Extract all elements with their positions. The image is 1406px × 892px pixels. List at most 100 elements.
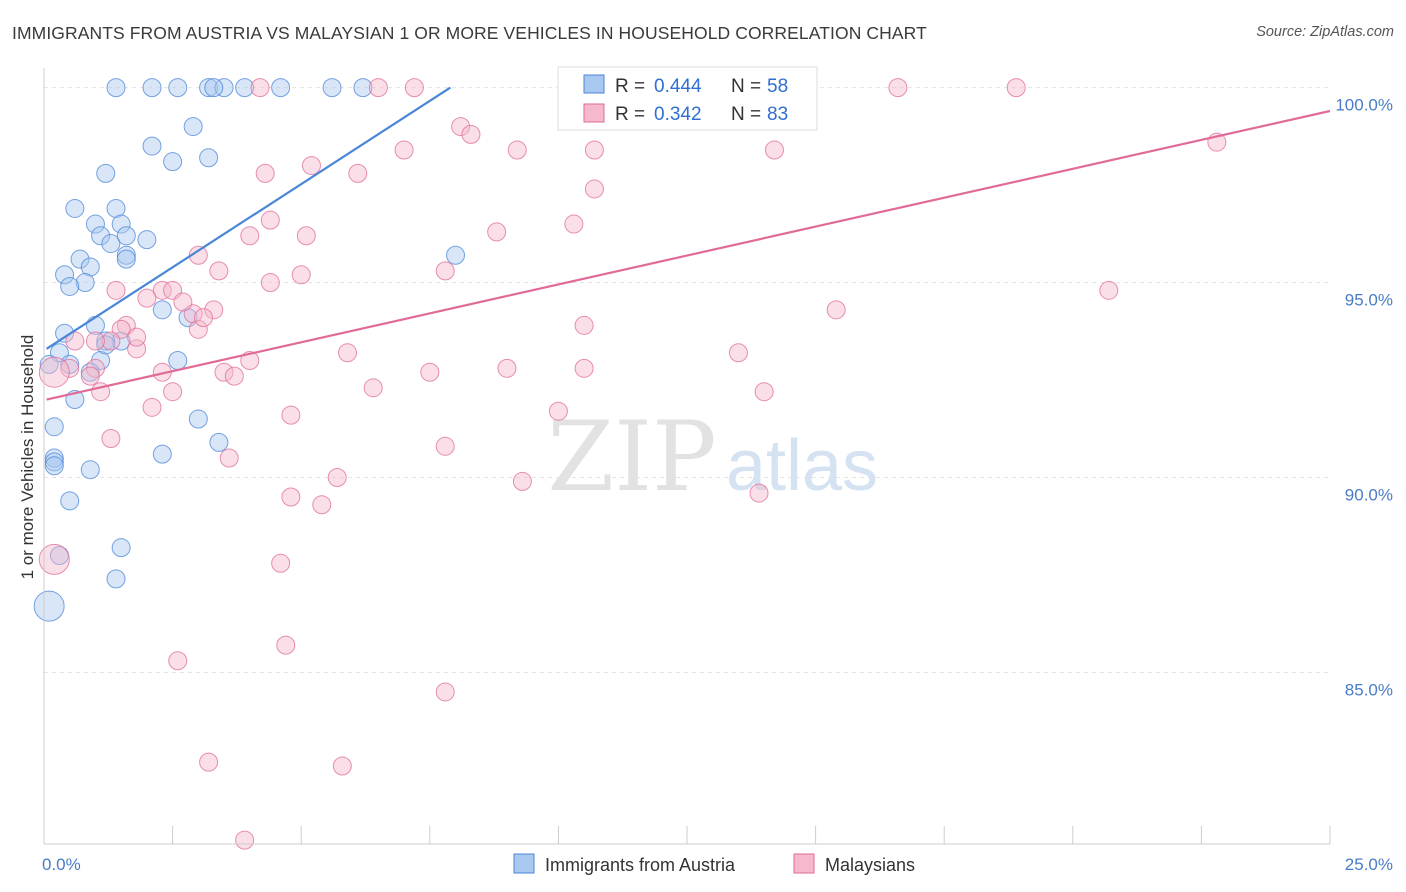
malaysians-point-48 [574, 358, 594, 378]
malaysians-point-25 [291, 265, 311, 285]
malaysians-point-30 [137, 288, 157, 308]
malaysians-point-67 [312, 495, 332, 515]
austria-point-21 [116, 226, 136, 246]
austria-point-57 [39, 354, 59, 374]
austria-point-26 [55, 265, 75, 285]
malaysians-point-37 [85, 331, 105, 351]
austria-point-12 [163, 152, 183, 172]
malaysians-point-63 [327, 467, 347, 487]
austria-point-3 [199, 78, 219, 98]
malaysians-point-64 [512, 471, 532, 491]
legend-r-label-austria: R = [615, 76, 645, 97]
legend-bottom-label-austria: Immigrants from Austria [545, 855, 736, 875]
austria-point-6 [271, 78, 291, 98]
malaysians-trend-line [46, 109, 1331, 401]
austria-point-16 [106, 198, 126, 218]
malaysians-point-60 [101, 429, 121, 449]
austria-point-30 [152, 300, 172, 320]
austria-point-32 [55, 323, 75, 343]
malaysians-point-72 [435, 682, 455, 702]
malaysians-point-23 [209, 261, 229, 281]
trend-lines [45, 86, 1331, 401]
austria-point-50 [111, 538, 131, 558]
malaysians-point-71 [168, 651, 188, 671]
malaysians-point-82 [487, 222, 507, 242]
malaysians-point-11 [584, 140, 604, 160]
chart-title: IMMIGRANTS FROM AUSTRIA VS MALAYSIAN 1 O… [12, 23, 927, 43]
legend-bottom: Immigrants from Austria Malaysians [513, 853, 915, 875]
x-tick-label-0: 0.0% [42, 855, 81, 874]
austria-point-28 [116, 249, 136, 269]
malaysians-point-5 [888, 78, 908, 98]
x-tick-label-1: 25.0% [1345, 855, 1393, 874]
watermark-atlas: atlas [726, 426, 878, 506]
malaysians-point-75 [235, 830, 255, 850]
legend-bottom-label-malaysians: Malaysians [825, 855, 915, 875]
austria-point-2 [168, 78, 188, 98]
malaysians-point-20 [296, 226, 316, 246]
austria-point-47 [80, 460, 100, 480]
legend-n-label-austria: N = [731, 76, 761, 97]
malaysians-point-39 [127, 339, 147, 359]
austria-point-54 [446, 245, 466, 265]
malaysians-point-54 [574, 315, 594, 335]
austria-point-5 [235, 78, 255, 98]
austria-point-42 [209, 432, 229, 452]
malaysians-point-9 [394, 140, 414, 160]
malaysians-point-36 [101, 331, 121, 351]
legend-bottom-swatch-malaysians [793, 853, 815, 874]
austria-point-13 [199, 148, 219, 168]
malaysians-point-33 [188, 319, 208, 339]
malaysians-point-80 [173, 292, 193, 312]
austria-point-35 [96, 331, 116, 351]
axes: 85.0% 90.0% 95.0% 100.0% 0.0% 25.0% [42, 68, 1393, 874]
legend-r-value-austria: 0.444 [654, 76, 702, 97]
austria-point-55 [96, 335, 116, 355]
malaysians-point-15 [348, 163, 368, 183]
austria-point-14 [96, 163, 116, 183]
malaysians-point-21 [564, 214, 584, 234]
austria-point-18 [91, 226, 111, 246]
malaysians-point-73 [199, 752, 219, 772]
malaysians-point-0 [250, 78, 270, 98]
malaysians-point-74 [332, 756, 352, 776]
malaysians-point-65 [749, 483, 769, 503]
malaysians-point-49 [363, 378, 383, 398]
malaysians-point-62 [219, 448, 239, 468]
malaysians-point-55 [163, 382, 183, 402]
y-tick-label-3: 100.0% [1335, 96, 1393, 115]
malaysians-point-59 [548, 401, 568, 421]
austria-point-22 [137, 230, 157, 250]
austria-point-43 [44, 417, 64, 437]
austria-point-53 [33, 590, 65, 622]
austria-point-39 [168, 351, 188, 371]
malaysians-point-52 [826, 300, 846, 320]
malaysians-point-12 [764, 140, 784, 160]
austria-point-56 [80, 362, 100, 382]
source-label: Source: ZipAtlas.com [1256, 24, 1394, 40]
austria-point-17 [85, 214, 105, 234]
legend-top: R = 0.444 N = 58 R = 0.342 N = 83 [557, 66, 818, 131]
austria-point-44 [44, 448, 64, 468]
austria-point-23 [70, 249, 90, 269]
austria-point-48 [152, 444, 172, 464]
y-axis-label: 1 or more Vehicles in Household [18, 335, 37, 580]
austria-point-20 [101, 234, 121, 254]
malaysians-point-16 [255, 163, 275, 183]
malaysians-point-58 [281, 405, 301, 425]
austria-point-45 [44, 452, 64, 472]
malaysians-point-14 [301, 156, 321, 176]
legend-swatch-malaysians [583, 103, 605, 123]
austria-point-10 [142, 136, 162, 156]
austria-point-52 [106, 569, 126, 589]
malaysians-point-77 [193, 308, 213, 328]
legend-bottom-swatch-austria [513, 853, 535, 874]
malaysians-point-19 [240, 226, 260, 246]
malaysians-point-61 [435, 436, 455, 456]
austria-point-27 [75, 273, 95, 293]
malaysians-point-27 [106, 280, 126, 300]
malaysians-point-24 [435, 261, 455, 281]
austria-point-24 [80, 257, 100, 277]
malaysians-point-78 [127, 327, 147, 347]
malaysians-point-46 [420, 362, 440, 382]
